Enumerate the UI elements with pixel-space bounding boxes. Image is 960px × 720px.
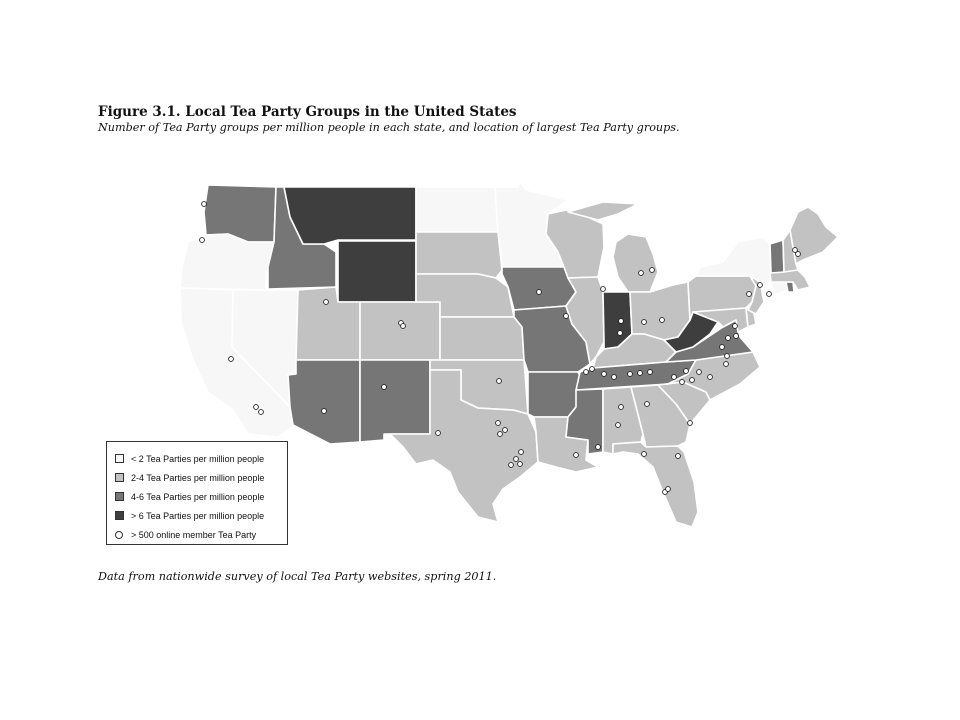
state-MA [769,269,811,291]
tea-party-dot [707,374,713,380]
state-NH [782,229,799,273]
legend-item-2to4: 2-4 Tea Parties per million people [115,468,287,487]
tea-party-dot [795,251,801,257]
legend-label: > 500 online member Tea Party [131,529,257,540]
tea-party-dot [757,282,763,288]
tea-party-dot [792,247,798,253]
state-ND [415,186,499,233]
legend-item-lt2: < 2 Tea Parties per million people [115,449,287,468]
tea-party-dot [725,335,731,341]
legend-label: 2-4 Tea Parties per million people [131,472,265,483]
tea-party-dot [766,291,772,297]
tea-party-dot [536,289,542,295]
figure-caption: Data from nationwide survey of local Tea… [98,570,497,583]
legend-swatch [115,454,124,463]
tea-party-dot [724,353,730,359]
map-legend: < 2 Tea Parties per million people 2-4 T… [106,441,288,545]
tea-party-dot [381,384,387,390]
legend-item-gt6: > 6 Tea Parties per million people [115,506,287,525]
tea-party-dot [665,486,671,492]
tea-party-dot [615,422,621,428]
state-NM [359,359,431,443]
tea-party-dot [679,379,685,385]
states-layer [179,181,839,528]
tea-party-dot [513,456,519,462]
tea-party-dot [228,356,234,362]
legend-swatch [115,473,124,482]
tea-party-dot [595,444,601,450]
tea-party-dot [689,377,695,383]
tea-party-dot [641,319,647,325]
tea-party-dot [641,451,647,457]
tea-party-dot [518,449,524,455]
tea-party-dot [323,299,329,305]
legend-swatch [115,492,124,501]
tea-party-dot [671,374,677,380]
tea-party-dot [435,430,441,436]
tea-party-dot [201,201,207,207]
tea-party-dot [638,270,644,276]
tea-party-dot [659,317,665,323]
tea-party-dot [600,286,606,292]
tea-party-dot [502,427,508,433]
tea-party-dot [733,333,739,339]
tea-party-dot [644,401,650,407]
state-SD [415,231,503,279]
tea-party-dot [675,453,681,459]
state-MI [567,201,659,293]
legend-swatch [115,511,124,520]
figure-subtitle: Number of Tea Party groups per million p… [98,121,680,134]
tea-party-dot [611,374,617,380]
legend-item-4to6: 4-6 Tea Parties per million people [115,487,287,506]
tea-party-dot [583,369,589,375]
tea-party-dot [618,404,624,410]
state-KS [439,316,525,361]
tea-party-dot [687,420,693,426]
tea-party-dot [199,237,205,243]
legend-dot-swatch [115,530,123,539]
state-TX [389,369,539,523]
tea-party-dot [517,461,523,467]
state-OR [179,233,275,291]
tea-party-dot [253,404,259,410]
tea-party-dot [601,371,607,377]
tea-party-dot [719,344,725,350]
tea-party-dot [589,366,595,372]
figure-title: Figure 3.1. Local Tea Party Groups in th… [98,104,517,120]
state-CO [359,301,441,361]
tea-party-dot [618,318,624,324]
tea-party-dot [496,378,502,384]
tea-party-dot [649,267,655,273]
state-IA [501,266,577,311]
tea-party-dots-layer [199,201,801,495]
tea-party-dot [573,452,579,458]
tea-party-dot [508,462,514,468]
tea-party-dot [627,371,633,377]
legend-label: > 6 Tea Parties per million people [131,510,265,521]
state-FL [612,441,699,528]
tea-party-dot [495,420,501,426]
state-MT [283,186,417,245]
tea-party-dot [258,409,264,415]
legend-item-dot: > 500 online member Tea Party [115,525,287,544]
tea-party-dot [321,408,327,414]
state-WA [203,184,277,243]
tea-party-dot [746,291,752,297]
legend-label: 4-6 Tea Parties per million people [131,491,265,502]
tea-party-dot [637,370,643,376]
state-RI [785,281,795,293]
tea-party-dot [400,323,406,329]
tea-party-dot [617,330,623,336]
tea-party-dot [696,369,702,375]
tea-party-dot [497,431,503,437]
tea-party-dot [732,323,738,329]
tea-party-dot [563,313,569,319]
state-WY [337,240,417,303]
tea-party-dot [723,361,729,367]
tea-party-dot [647,369,653,375]
tea-party-dot [683,368,689,374]
state-VT [769,239,785,274]
legend-label: < 2 Tea Parties per million people [131,453,265,464]
state-ME [789,206,839,265]
